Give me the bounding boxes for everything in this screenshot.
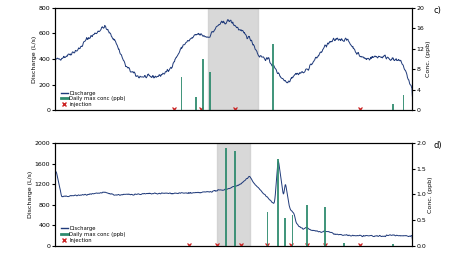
Bar: [266, 212, 268, 246]
Bar: [284, 218, 286, 246]
Text: d): d): [434, 141, 442, 150]
Bar: [181, 77, 182, 110]
Bar: [402, 95, 404, 110]
Bar: [226, 148, 227, 246]
Bar: [218, 143, 249, 246]
Bar: [344, 243, 345, 246]
Bar: [292, 215, 293, 246]
Bar: [306, 205, 308, 246]
Bar: [392, 244, 393, 246]
Text: c): c): [434, 6, 442, 15]
Y-axis label: Discharge (L/s): Discharge (L/s): [32, 35, 37, 83]
Bar: [272, 44, 273, 110]
Bar: [277, 158, 279, 246]
Bar: [209, 8, 258, 110]
Legend: Discharge, Daily max conc (ppb), Injection: Discharge, Daily max conc (ppb), Injecti…: [61, 226, 126, 243]
Y-axis label: Conc. (ppb): Conc. (ppb): [428, 176, 433, 213]
Bar: [210, 72, 211, 110]
Bar: [234, 151, 236, 246]
Y-axis label: Discharge (L/s): Discharge (L/s): [28, 171, 33, 218]
Bar: [392, 104, 393, 110]
Bar: [324, 207, 326, 246]
Bar: [195, 98, 197, 110]
Legend: Discharge, Daily max conc (ppb), injection: Discharge, Daily max conc (ppb), injecti…: [61, 90, 126, 108]
Bar: [202, 59, 204, 110]
Y-axis label: Conc. (ppb): Conc. (ppb): [426, 41, 431, 77]
